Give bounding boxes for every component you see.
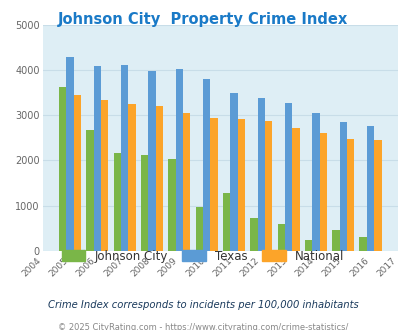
Bar (155, 106, 162, 251)
Bar (319, 133, 326, 251)
Bar (230, 93, 237, 251)
Bar (373, 141, 381, 251)
Bar (237, 119, 244, 251)
Bar (304, 240, 311, 251)
Bar (264, 121, 272, 251)
Legend: Johnson City, Texas, National: Johnson City, Texas, National (58, 246, 347, 266)
Bar (86, 130, 94, 251)
Bar (101, 100, 108, 251)
Bar (66, 57, 73, 251)
Bar (128, 104, 135, 251)
Bar (284, 103, 292, 251)
Bar (311, 114, 319, 251)
Bar (277, 224, 284, 251)
Bar (257, 98, 264, 251)
Bar (141, 154, 148, 251)
Bar (113, 153, 121, 251)
Bar (292, 128, 299, 251)
Bar (168, 159, 175, 251)
Text: Johnson City  Property Crime Index: Johnson City Property Crime Index (58, 12, 347, 26)
Bar (195, 207, 202, 251)
Bar (73, 95, 81, 251)
Bar (175, 69, 183, 251)
Text: Crime Index corresponds to incidents per 100,000 inhabitants: Crime Index corresponds to incidents per… (47, 300, 358, 310)
Bar (121, 65, 128, 251)
Bar (94, 66, 101, 251)
Bar (249, 218, 257, 251)
Bar (339, 122, 346, 251)
Bar (366, 126, 373, 251)
Bar (358, 237, 366, 251)
Bar (222, 193, 230, 251)
Text: © 2025 CityRating.com - https://www.cityrating.com/crime-statistics/: © 2025 CityRating.com - https://www.city… (58, 323, 347, 330)
Bar (331, 230, 339, 251)
Bar (210, 118, 217, 251)
Bar (59, 87, 66, 251)
Bar (148, 71, 155, 251)
Bar (202, 79, 210, 251)
Bar (346, 139, 354, 251)
Bar (183, 114, 190, 251)
